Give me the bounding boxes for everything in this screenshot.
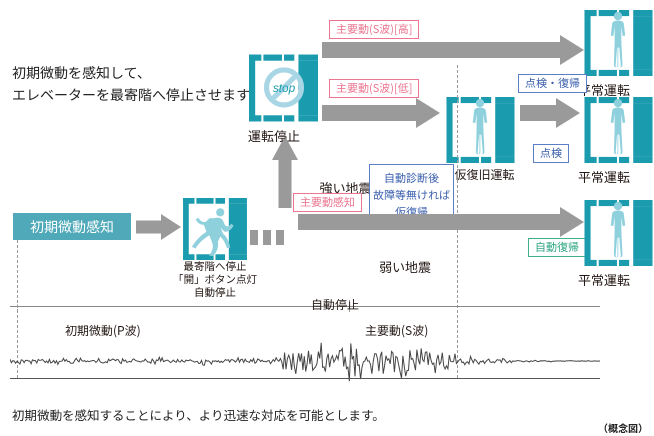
svg-text:stop: stop xyxy=(273,81,296,95)
